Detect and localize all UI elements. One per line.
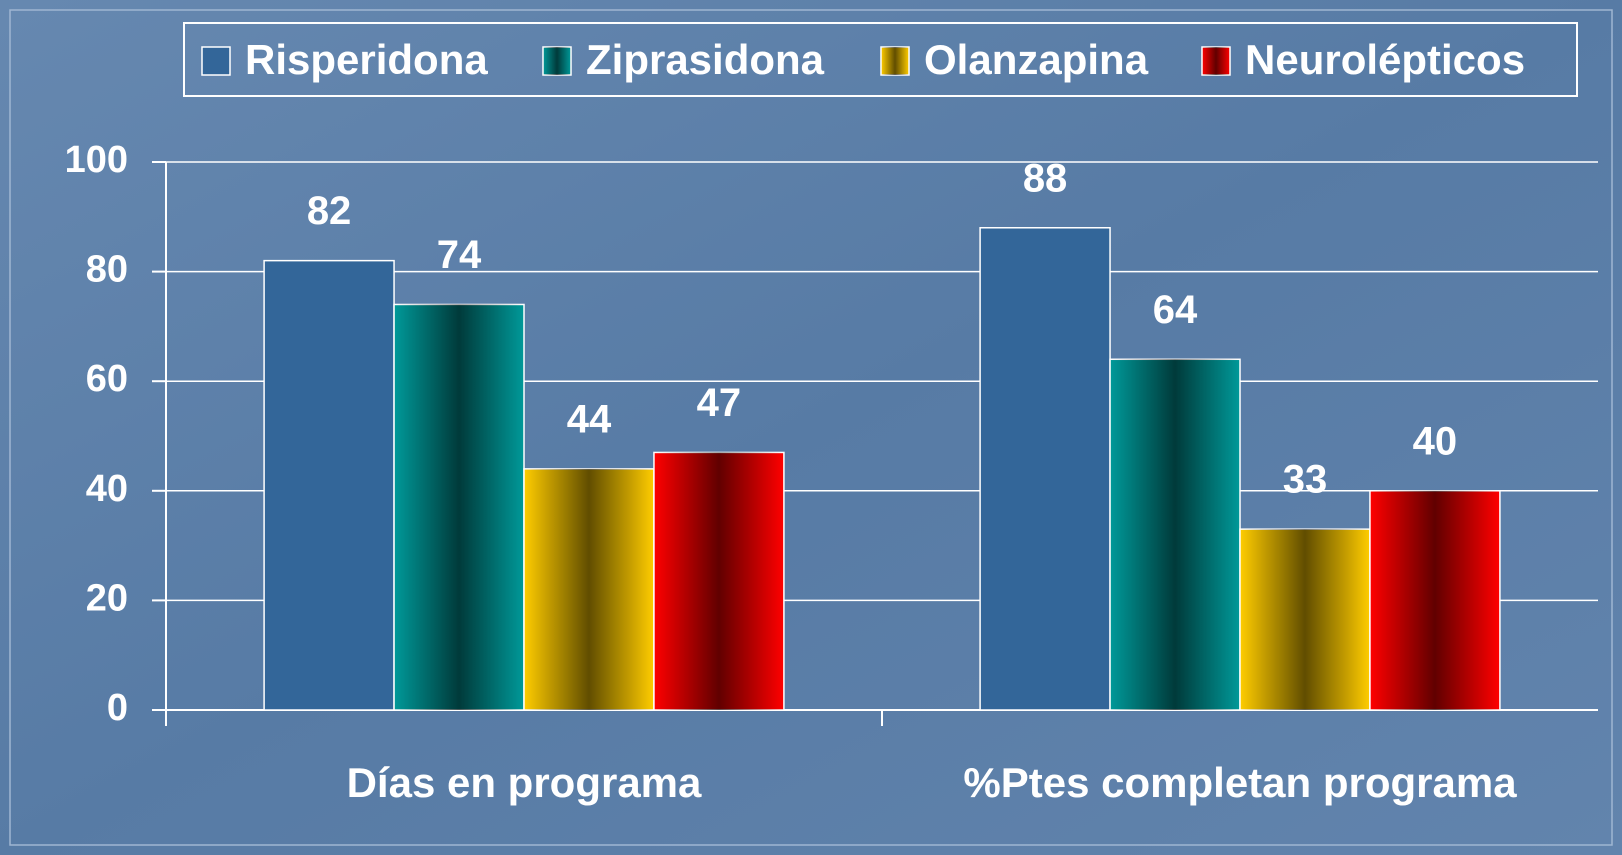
bar-shade: [1110, 359, 1240, 710]
legend-box: [183, 22, 1578, 97]
legend-label: Neurolépticos: [1245, 36, 1525, 83]
legend-swatch-shade: [1202, 47, 1230, 75]
value-label: 82: [307, 189, 352, 233]
legend-swatch-shade: [543, 47, 571, 75]
bar-shade: [1369, 490, 1500, 710]
y-tick-label: 20: [86, 577, 128, 619]
bar: [979, 227, 1111, 711]
bar-shade: [1240, 529, 1370, 710]
value-label: 40: [1413, 419, 1458, 463]
value-label: 88: [1023, 156, 1068, 200]
value-label: 33: [1283, 458, 1328, 502]
value-label: 64: [1153, 288, 1198, 332]
legend-label: Olanzapina: [924, 36, 1149, 83]
legend-label: Ziprasidona: [586, 36, 825, 83]
value-label: 74: [437, 233, 482, 277]
legend-label: Risperidona: [245, 36, 488, 83]
value-label: 44: [567, 397, 612, 441]
y-tick-label: 60: [86, 358, 128, 400]
x-tick-label: Días en programa: [347, 759, 702, 806]
bar-shade: [524, 468, 654, 710]
y-tick-label: 80: [86, 249, 128, 291]
bar-shade: [653, 452, 784, 710]
slide-border: [9, 9, 1613, 846]
x-tick-label: %Ptes completan programa: [963, 759, 1517, 806]
bar-shade: [394, 304, 524, 710]
y-tick-label: 0: [107, 687, 128, 729]
y-tick-label: 40: [86, 468, 128, 510]
legend-swatch-shade: [881, 47, 909, 75]
y-tick-label: 100: [65, 139, 128, 181]
value-label: 47: [697, 381, 742, 425]
legend-swatch: [201, 46, 231, 76]
bar: [263, 259, 395, 711]
